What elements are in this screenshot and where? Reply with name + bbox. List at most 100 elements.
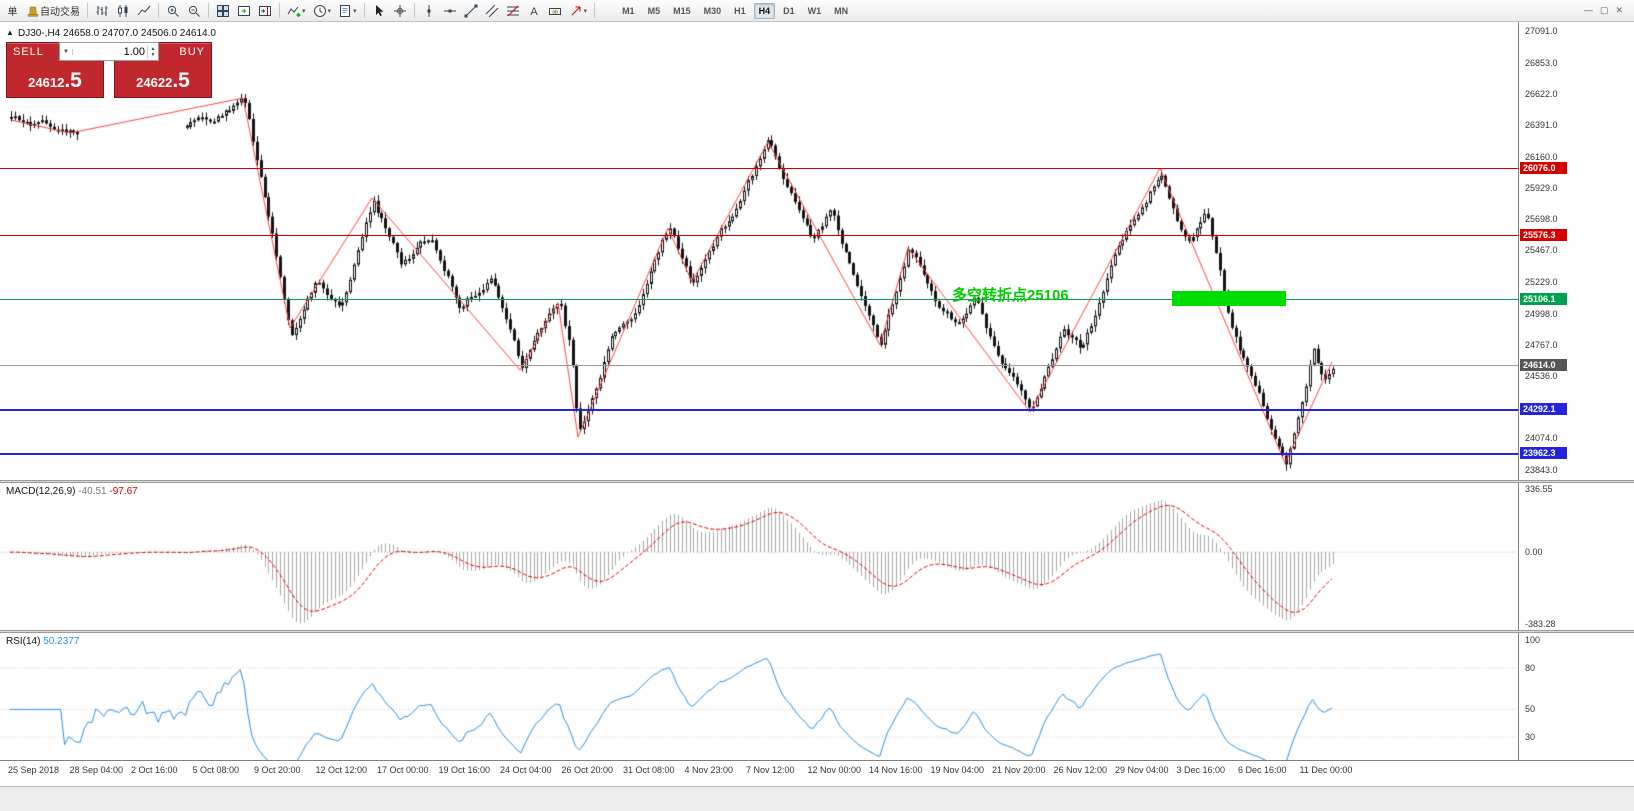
price-axis-label: 27091.0 [1525, 25, 1558, 36]
time-axis-label: 12 Oct 12:00 [315, 765, 368, 775]
timeframe-m30-button[interactable]: M30 [703, 5, 722, 16]
time-axis-label: 21 Nov 20:00 [992, 765, 1046, 775]
price-axis-label: 24536.0 [1525, 370, 1558, 381]
line-chart-icon [137, 4, 151, 18]
new-order-button-label: 单 [7, 7, 18, 18]
text-button[interactable]: A [524, 1, 544, 20]
window-controls: — ▢ ✕ [1584, 5, 1631, 16]
one-click-collapse-arrow[interactable]: ▲ [6, 28, 14, 37]
cursor-button[interactable] [369, 1, 389, 20]
price-axis-label: 25467.0 [1525, 245, 1558, 256]
time-axis-label: 2 Oct 16:00 [131, 765, 178, 775]
timeframe-m15-button[interactable]: M15 [673, 5, 691, 16]
price-axis-label: 23843.0 [1525, 464, 1558, 475]
lot-size-input[interactable] [73, 45, 147, 58]
indicators-button[interactable]: ▾ [284, 1, 309, 20]
timeframe-mn-button[interactable]: MN [834, 5, 849, 16]
macd-axis-label: 0.00 [1525, 547, 1543, 558]
timeframe-w1-button[interactable]: W1 [807, 5, 822, 16]
price-axis-label: 25698.0 [1525, 214, 1558, 225]
rsi-label: RSI(14) [6, 636, 41, 647]
autotrade-button[interactable]: 自动交易 [23, 1, 83, 20]
time-axis-label: 4 Nov 23:00 [684, 765, 734, 775]
buy-label: BUY [179, 46, 205, 58]
auto-scroll-icon [237, 4, 251, 18]
symbol-ohlc-info: DJ30-,H4 24658.0 24707.0 24506.0 24614.0 [18, 28, 216, 39]
candlestick-canvas[interactable] [0, 22, 1518, 480]
macd-axis-label: 336.55 [1525, 484, 1553, 494]
bar-chart-button[interactable] [92, 1, 112, 20]
price-axis-label: 24767.0 [1525, 339, 1558, 350]
horizontal-line-object [0, 235, 1518, 237]
periods-button[interactable]: ▾ [310, 1, 335, 20]
hline-price-tag: 25106.1 [1520, 293, 1567, 305]
horizontal-line-object [0, 168, 1518, 169]
rsi-panel[interactable]: RSI(14) 50.2377 [0, 633, 1518, 760]
vertical-line-button[interactable] [419, 1, 439, 20]
one-click-trading-panel: SELL 24612.5 ▼ ▲▼ BUY 24622.5 [6, 42, 212, 98]
tile-windows-button[interactable] [213, 1, 233, 20]
price-axis-label: 26853.0 [1525, 58, 1558, 69]
zoom-in-icon [166, 4, 180, 18]
buy-button[interactable]: BUY 24622.5 [114, 42, 212, 98]
svg-text:ab: ab [552, 9, 558, 15]
rsi-label-line: RSI(14) 50.2377 [6, 636, 79, 647]
candlestick-chart-button[interactable] [113, 1, 133, 20]
trendline-button[interactable] [461, 1, 481, 20]
macd-panel[interactable]: MACD(12,26,9) -40.51 -97.67 [0, 483, 1518, 630]
timeframe-m1-button[interactable]: M1 [622, 5, 635, 16]
candlestick-icon [116, 4, 130, 18]
panel-splitter[interactable] [0, 480, 1634, 483]
spin-down-icon[interactable]: ▼ [150, 51, 156, 58]
templates-button[interactable]: ▾ [335, 1, 360, 20]
highlight-rectangle [1172, 291, 1286, 306]
dropdown-arrow-icon[interactable]: ▾ [302, 7, 306, 15]
pivot-annotation: 多空转折点25106 [952, 287, 1069, 304]
channel-icon [485, 4, 499, 18]
dropdown-arrow-icon[interactable]: ▾ [327, 7, 332, 15]
auto-scroll-button[interactable] [234, 1, 254, 20]
hline-price-tag: 24292.1 [1520, 402, 1567, 415]
autotrade-button-label: 自动交易 [40, 7, 80, 18]
close-button[interactable]: ✕ [1615, 5, 1623, 15]
fibonacci-button[interactable] [503, 1, 523, 20]
time-axis-label: 11 Dec 00:00 [1299, 765, 1353, 775]
tile-windows-icon [216, 4, 230, 18]
toolbar-separator [158, 3, 159, 18]
restore-button[interactable]: ▢ [1599, 5, 1609, 15]
price-chart[interactable]: ▲ DJ30-,H4 24658.0 24707.0 24506.0 24614… [0, 22, 1518, 480]
timeframe-h4-button[interactable]: H4 [753, 2, 776, 19]
macd-canvas[interactable] [0, 483, 1518, 630]
price-axis-label: 25229.0 [1525, 277, 1558, 288]
dropdown-arrow-icon[interactable]: ▾ [353, 7, 357, 15]
macd-label: MACD(12,26,9) [6, 486, 76, 497]
rsi-axis-label: 30 [1525, 732, 1536, 743]
new-order-button[interactable]: 单 [3, 1, 22, 20]
dropdown-arrow-icon[interactable]: ▾ [583, 7, 588, 15]
crosshair-button[interactable] [390, 1, 410, 20]
minimize-button[interactable]: — [1583, 5, 1593, 15]
toolbar-separator [208, 3, 209, 18]
channel-button[interactable] [482, 1, 502, 20]
shift-chart-button[interactable] [255, 1, 275, 20]
label-button[interactable]: ab [545, 1, 565, 20]
time-axis-label: 9 Oct 20:00 [254, 765, 301, 775]
lot-dropdown-icon[interactable]: ▼ [60, 48, 73, 55]
line-chart-button[interactable] [134, 1, 154, 20]
zoom-in-button[interactable] [163, 1, 183, 20]
timeframe-d1-button[interactable]: D1 [783, 5, 795, 16]
horizontal-line-button[interactable] [440, 1, 460, 20]
lot-spinner[interactable]: ▲ ▼ [147, 45, 158, 58]
time-axis-label: 14 Nov 16:00 [869, 765, 923, 775]
timeframe-h1-button[interactable]: H1 [734, 5, 746, 16]
panel-splitter[interactable] [0, 630, 1634, 633]
arrows-button[interactable]: ▾ [566, 1, 591, 20]
spin-up-icon[interactable]: ▲ [150, 45, 156, 52]
toolbar-separator [594, 3, 596, 18]
zoom-out-button[interactable] [184, 1, 204, 20]
fibonacci-icon [506, 4, 520, 18]
timeframe-m5-button[interactable]: M5 [647, 5, 661, 16]
rsi-canvas[interactable] [0, 633, 1518, 760]
